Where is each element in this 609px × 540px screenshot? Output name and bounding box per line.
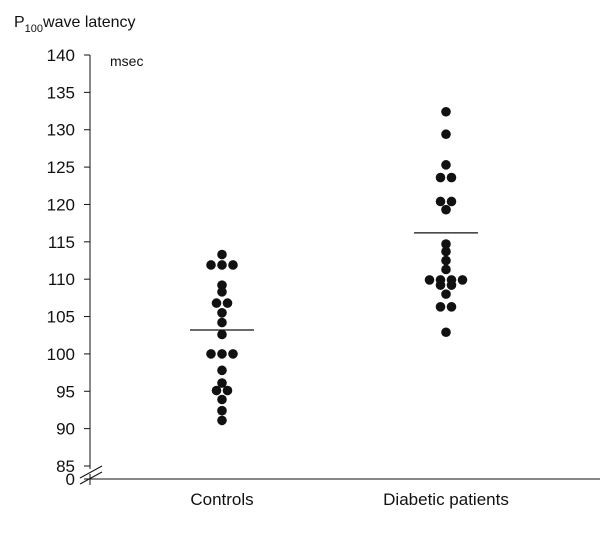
data-point — [217, 365, 227, 376]
y-axis-ticks: 140 135 130 125 120 115 110 105 100 95 90 850 — [47, 46, 90, 489]
x-axis-labels: Controls Diabetic patients — [190, 490, 509, 509]
data-point — [441, 160, 451, 170]
data-point — [435, 172, 446, 183]
data-point — [228, 349, 238, 359]
y-tick-label: 100 — [47, 345, 75, 364]
data-point — [441, 264, 451, 275]
chart-title: P100wave latency — [14, 14, 136, 35]
x-category-label: Controls — [190, 490, 253, 509]
data-point — [424, 275, 435, 285]
data-point — [211, 298, 222, 308]
data-point — [217, 394, 227, 405]
y-tick-label: 115 — [48, 233, 75, 252]
data-point — [211, 385, 222, 396]
data-point — [441, 239, 451, 249]
data-point — [441, 129, 451, 140]
y-tick-label: 105 — [47, 308, 75, 327]
mean-lines — [190, 232, 478, 331]
data-point — [441, 327, 451, 338]
data-point — [217, 329, 227, 340]
y-tick-label: 95 — [56, 382, 75, 401]
data-point — [446, 196, 457, 207]
data-point — [441, 255, 451, 266]
data-point — [217, 308, 227, 318]
data-point — [217, 249, 227, 260]
y-tick-label: 90 — [56, 420, 75, 439]
data-point — [228, 260, 238, 270]
y-tick-label: 0 — [66, 470, 75, 489]
title-suffix: wave latency — [42, 14, 136, 31]
y-tick-label: 120 — [47, 195, 75, 214]
data-point — [206, 260, 216, 270]
axes — [79, 55, 600, 485]
y-tick-label: 110 — [48, 270, 75, 289]
data-point — [217, 378, 227, 388]
data-point — [222, 298, 233, 308]
data-point — [441, 289, 451, 299]
data-point — [217, 349, 227, 359]
data-point — [441, 246, 451, 257]
data-point — [446, 280, 457, 290]
y-tick-label: 130 — [47, 121, 75, 140]
data-point — [217, 415, 227, 426]
y-tick-label: 85 — [56, 457, 75, 476]
data-point — [441, 204, 451, 215]
data-point — [217, 280, 227, 290]
data-points — [206, 106, 468, 426]
data-point — [217, 287, 227, 297]
x-category-label: Diabetic patients — [383, 490, 509, 509]
data-point — [435, 302, 446, 312]
data-point — [217, 260, 227, 270]
data-point — [457, 275, 468, 285]
data-point — [441, 106, 451, 117]
y-tick-label: 135 — [47, 83, 75, 102]
data-point — [222, 385, 233, 396]
data-point — [435, 196, 446, 207]
data-point — [217, 405, 227, 416]
data-point — [435, 280, 446, 290]
data-point — [446, 302, 457, 312]
unit-label: msec — [110, 53, 143, 69]
title-prefix: P — [14, 14, 25, 31]
title-subscript: 100 — [25, 23, 43, 35]
y-tick-label: 140 — [47, 46, 75, 65]
axis-break-mark — [79, 465, 103, 479]
data-point — [217, 317, 227, 328]
data-point — [206, 349, 216, 359]
axis-break-mark — [79, 471, 103, 485]
y-tick-label: 125 — [47, 158, 75, 177]
data-point — [446, 172, 457, 183]
